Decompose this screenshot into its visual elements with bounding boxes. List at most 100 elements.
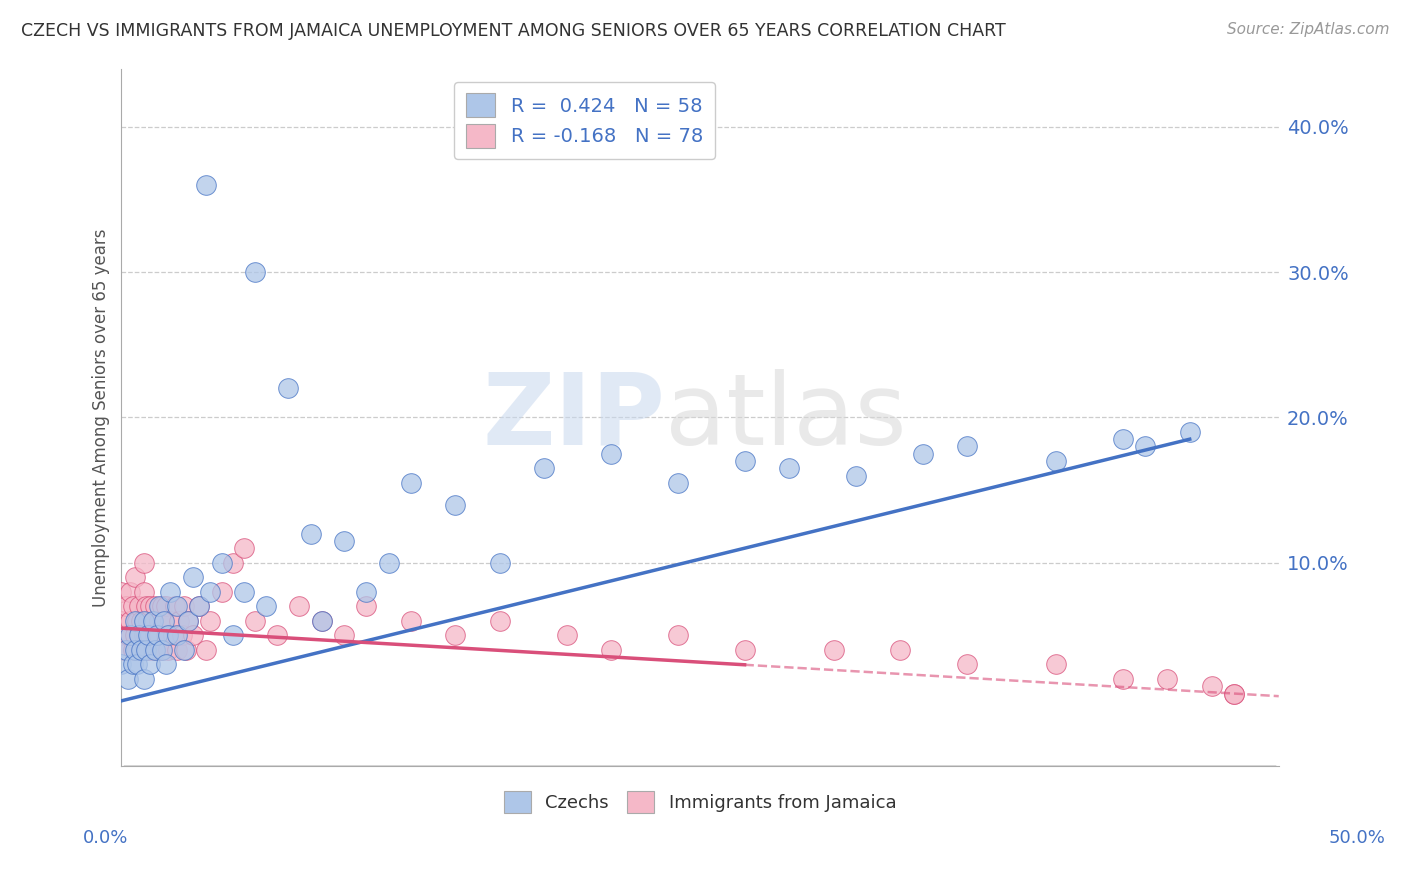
Point <box>1201 679 1223 693</box>
Point <box>159 584 181 599</box>
Point <box>1045 657 1067 672</box>
Point <box>121 657 143 672</box>
Point <box>132 672 155 686</box>
Point <box>132 584 155 599</box>
Y-axis label: Unemployment Among Seniors over 65 years: Unemployment Among Seniors over 65 years <box>93 228 110 607</box>
Point <box>600 643 623 657</box>
Point <box>155 599 177 614</box>
Point <box>243 265 266 279</box>
Point <box>195 178 218 192</box>
Point <box>110 657 132 672</box>
Point <box>188 599 211 614</box>
Point <box>143 643 166 657</box>
Point <box>117 628 139 642</box>
Point <box>734 454 756 468</box>
Point <box>146 643 169 657</box>
Point <box>956 657 979 672</box>
Point <box>110 584 132 599</box>
Point <box>333 628 356 642</box>
Point <box>142 643 165 657</box>
Point <box>166 643 188 657</box>
Point <box>254 599 277 614</box>
Point <box>135 599 157 614</box>
Point <box>143 599 166 614</box>
Point <box>399 614 422 628</box>
Point <box>136 614 159 628</box>
Point <box>377 556 399 570</box>
Point <box>200 614 222 628</box>
Point <box>311 614 333 628</box>
Point <box>1112 432 1135 446</box>
Point <box>135 643 157 657</box>
Point <box>734 643 756 657</box>
Point <box>211 584 233 599</box>
Point <box>232 541 254 556</box>
Point <box>152 614 174 628</box>
Point <box>136 628 159 642</box>
Point <box>222 628 245 642</box>
Point <box>889 643 911 657</box>
Point <box>150 599 173 614</box>
Point <box>121 643 143 657</box>
Point <box>148 599 170 614</box>
Point <box>150 643 173 657</box>
Point <box>173 643 195 657</box>
Point <box>232 584 254 599</box>
Point <box>146 628 169 642</box>
Point <box>124 628 146 642</box>
Point <box>148 628 170 642</box>
Point <box>354 599 377 614</box>
Point <box>823 643 845 657</box>
Point <box>150 643 173 657</box>
Point <box>600 447 623 461</box>
Point <box>125 643 148 657</box>
Point <box>169 614 191 628</box>
Point <box>845 468 868 483</box>
Legend: Czechs, Immigrants from Jamaica: Czechs, Immigrants from Jamaica <box>496 783 904 820</box>
Point <box>266 628 288 642</box>
Point <box>128 628 150 642</box>
Point <box>124 614 146 628</box>
Point <box>132 628 155 642</box>
Point <box>155 657 177 672</box>
Point <box>110 628 132 642</box>
Point <box>115 599 138 614</box>
Text: 0.0%: 0.0% <box>83 829 128 847</box>
Point <box>911 447 934 461</box>
Point <box>488 556 510 570</box>
Point <box>354 584 377 599</box>
Point <box>1112 672 1135 686</box>
Point <box>666 475 689 490</box>
Point <box>181 570 204 584</box>
Point <box>488 614 510 628</box>
Point <box>124 643 146 657</box>
Point <box>956 440 979 454</box>
Point <box>188 599 211 614</box>
Point <box>128 599 150 614</box>
Point <box>120 614 142 628</box>
Point <box>166 599 188 614</box>
Point <box>110 614 132 628</box>
Point <box>1223 687 1246 701</box>
Point <box>132 556 155 570</box>
Point <box>222 556 245 570</box>
Point <box>124 570 146 584</box>
Point <box>128 628 150 642</box>
Point <box>444 628 467 642</box>
Point <box>120 628 142 642</box>
Point <box>555 628 578 642</box>
Point <box>1135 440 1157 454</box>
Point <box>157 643 180 657</box>
Point <box>115 643 138 657</box>
Point <box>143 628 166 642</box>
Point <box>1045 454 1067 468</box>
Point <box>155 628 177 642</box>
Point <box>277 381 299 395</box>
Point <box>1156 672 1178 686</box>
Point <box>288 599 311 614</box>
Point <box>157 628 180 642</box>
Point <box>173 599 195 614</box>
Point <box>132 614 155 628</box>
Point <box>177 614 200 628</box>
Point <box>399 475 422 490</box>
